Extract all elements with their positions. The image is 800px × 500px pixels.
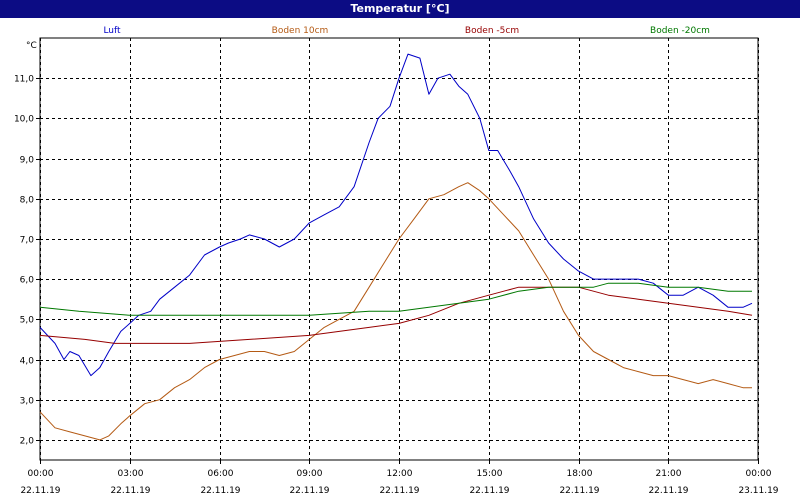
x-tick-time: 21:00 [656, 469, 682, 479]
x-tick-time: 12:00 [387, 469, 413, 479]
x-tick-date: 22.11.19 [559, 486, 599, 496]
y-tick-label: 6,0 [20, 276, 35, 286]
y-tick-label: 5,0 [20, 316, 35, 326]
y-tick-label: 4,0 [20, 357, 35, 367]
series-line-2 [39, 286, 753, 344]
legend: Luft Boden 10cm Boden -5cm Boden -20cm [103, 26, 710, 36]
x-tick-date: 22.11.19 [469, 486, 509, 496]
x-tick-time: 09:00 [297, 469, 323, 479]
x-tick-time: 18:00 [567, 469, 593, 479]
legend-entry: Luft [103, 26, 121, 36]
x-tick-time: 00:00 [746, 469, 772, 479]
x-tick-date: 22.11.19 [200, 486, 240, 496]
legend-entry: Boden -5cm [465, 26, 519, 36]
legend-entry: Boden -20cm [650, 26, 710, 36]
x-tick-time: 15:00 [477, 469, 503, 479]
x-tick-time: 00:00 [28, 469, 54, 479]
grid [39, 37, 759, 461]
y-tick-label: 11,0 [14, 75, 34, 85]
series-line-0 [39, 53, 753, 377]
x-tick-date: 22.11.19 [648, 486, 688, 496]
y-tick-label: 9,0 [20, 156, 35, 166]
y-tick-label: 10,0 [14, 115, 34, 125]
axes: 2,0 3,0 4,0 5,0 6,0 7,0 8,0 9,0 10,0 11,0 °C 00:00 2… [14, 41, 779, 496]
x-tick-date: 22.11.19 [20, 486, 60, 496]
y-tick-label: 3,0 [20, 397, 35, 407]
y-tick-label: 8,0 [20, 196, 35, 206]
series-line-3 [39, 282, 752, 316]
x-tick-date: 22.11.19 [110, 486, 150, 496]
y-axis-unit: °C [26, 41, 37, 51]
y-tick-label: 2,0 [20, 437, 35, 447]
x-tick-time: 06:00 [208, 469, 234, 479]
x-tick-date: 22.11.19 [379, 486, 419, 496]
x-tick-date: 22.11.19 [289, 486, 329, 496]
x-tick-time: 03:00 [118, 469, 144, 479]
y-tick-label: 7,0 [20, 236, 35, 246]
x-tick-date: 23.11.19 [738, 486, 778, 496]
series-line-1 [39, 182, 752, 441]
chart-title: Temperatur [°C] [0, 0, 800, 18]
legend-entry: Boden 10cm [272, 26, 329, 36]
series-lines [39, 53, 753, 441]
